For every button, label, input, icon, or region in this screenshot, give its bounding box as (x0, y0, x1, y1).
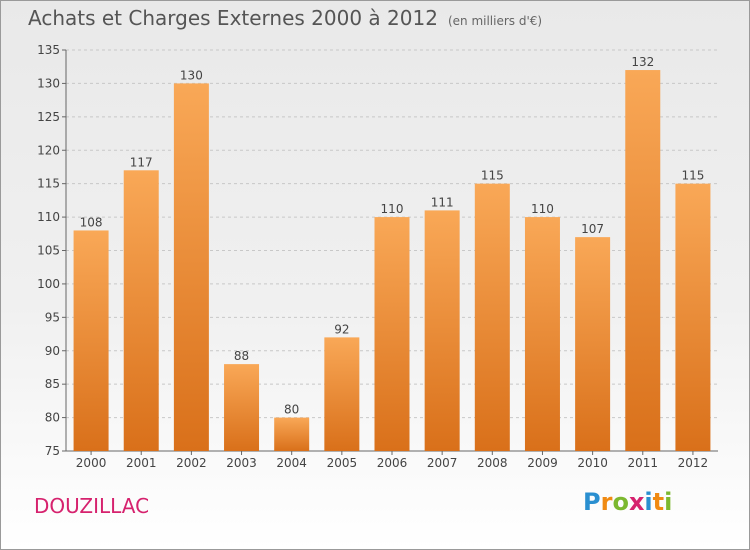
logo-letter: i (644, 488, 653, 516)
x-tick-label: 2009 (527, 456, 558, 470)
bar (73, 230, 109, 451)
bar-value-label: 115 (481, 169, 504, 183)
y-tick-label: 100 (37, 277, 60, 291)
logo-letter: i (664, 488, 673, 516)
x-tick-label: 2002 (176, 456, 207, 470)
y-tick-label: 85 (45, 377, 60, 391)
x-tick-label: 2001 (126, 456, 157, 470)
y-tick-label: 135 (37, 43, 60, 57)
bar (524, 217, 560, 451)
bar (324, 337, 360, 451)
logo-letter: r (600, 488, 613, 516)
logo-letter: o (612, 488, 629, 516)
x-tick-label: 2011 (627, 456, 658, 470)
bar-value-label: 115 (681, 169, 704, 183)
y-tick-label: 75 (45, 444, 60, 458)
bar-value-label: 132 (631, 55, 654, 69)
place-name: DOUZILLAC (34, 494, 150, 518)
x-tick-label: 2006 (377, 456, 408, 470)
x-tick-label: 2012 (678, 456, 709, 470)
bar (474, 183, 510, 451)
bar (675, 183, 711, 451)
bar-value-label: 108 (80, 215, 103, 229)
y-tick-label: 130 (37, 76, 60, 90)
x-tick-label: 2004 (276, 456, 307, 470)
y-tick-label: 115 (37, 177, 60, 191)
y-tick-label: 125 (37, 110, 60, 124)
logo-letter: t (652, 488, 665, 516)
bar (374, 217, 410, 451)
title-text: Achats et Charges Externes 2000 à 2012 (28, 6, 438, 30)
bar-value-label: 110 (531, 202, 554, 216)
y-tick-label: 120 (37, 143, 60, 157)
y-tick-label: 95 (45, 310, 60, 324)
bars (73, 70, 711, 452)
data-labels: 108 117 130 88 80 92 110 111 115 110 107 132 115 (80, 55, 705, 417)
bar (625, 70, 661, 452)
bar-value-label: 130 (180, 68, 203, 82)
bar (224, 364, 260, 451)
bar (173, 83, 209, 452)
bar-value-label: 117 (130, 155, 153, 169)
chart-subtitle: (en milliers d'€) (447, 14, 543, 28)
y-tick-label: 90 (45, 344, 60, 358)
chart-title: Achats et Charges Externes 2000 à 2012 (e… (28, 6, 542, 30)
bar-value-label: 110 (381, 202, 404, 216)
logo-letter: P (583, 488, 601, 516)
axes: 75 80 85 90 95 100 105 110 115 120 125 130 135 2000 20… (37, 43, 718, 470)
bar-value-label: 107 (581, 222, 604, 236)
proxiti-logo: Proxiti (583, 488, 672, 516)
y-tick-label: 105 (37, 244, 60, 258)
x-tick-label: 2005 (327, 456, 358, 470)
x-tick-label: 2008 (477, 456, 508, 470)
bar (274, 417, 310, 451)
y-tick-label: 110 (37, 210, 60, 224)
bar (123, 170, 159, 452)
bar-value-label: 92 (334, 322, 349, 336)
x-tick-label: 2003 (226, 456, 257, 470)
x-tick-label: 2010 (577, 456, 608, 470)
logo-letter: x (628, 488, 645, 516)
bar-value-label: 88 (234, 349, 249, 363)
bar-value-label: 80 (284, 403, 299, 417)
x-tick-label: 2000 (76, 456, 107, 470)
x-tick-label: 2007 (427, 456, 458, 470)
bar (575, 237, 611, 451)
bar-value-label: 111 (431, 195, 454, 209)
bar (424, 210, 460, 451)
y-tick-label: 80 (45, 411, 60, 425)
